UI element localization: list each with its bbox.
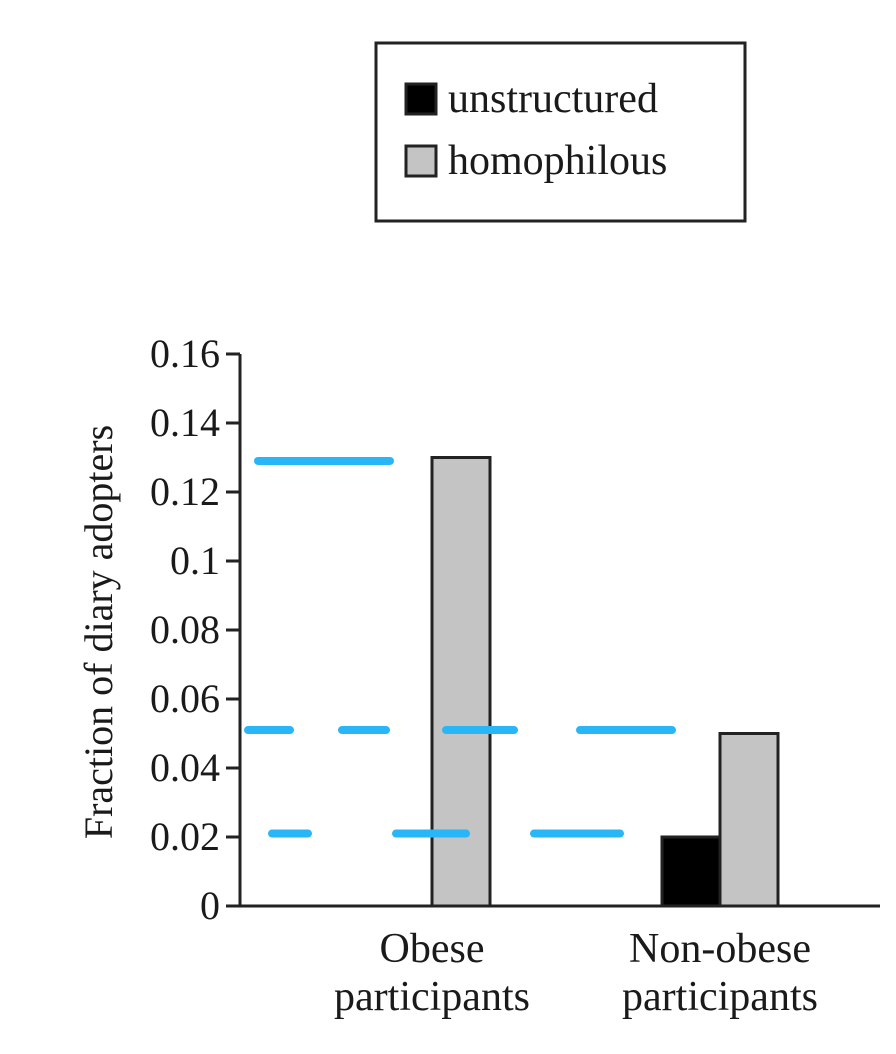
- y-tick-label: 0.04: [150, 745, 220, 790]
- legend-swatch-unstructured: [404, 82, 438, 116]
- category-label: Non-obese: [629, 926, 811, 972]
- legend-label-unstructured: unstructured: [448, 76, 658, 122]
- category-label: participants: [622, 974, 818, 1020]
- bar-homophilous-0: [430, 456, 492, 908]
- legend-label-homophilous: homophilous: [448, 138, 667, 184]
- y-tick-label: 0.06: [150, 676, 220, 721]
- legend-swatch-homophilous: [404, 144, 438, 178]
- y-axis-title: Fraction of diary adopters: [76, 425, 121, 839]
- category-label: participants: [334, 974, 530, 1020]
- bar-unstructured-1: [660, 835, 722, 908]
- y-tick-label: 0.14: [150, 400, 220, 445]
- legend-box: [374, 41, 747, 223]
- y-tick-label: 0.16: [150, 331, 220, 376]
- legend: unstructured homophilous: [374, 41, 747, 223]
- category-label: Obese: [380, 926, 485, 972]
- y-tick-label: 0.02: [150, 814, 220, 859]
- y-tick-label: 0: [200, 883, 220, 928]
- y-tick-label: 0.12: [150, 469, 220, 514]
- y-tick-label: 0.08: [150, 607, 220, 652]
- y-tick-label: 0.1: [170, 538, 220, 583]
- bar-homophilous-1: [718, 732, 780, 908]
